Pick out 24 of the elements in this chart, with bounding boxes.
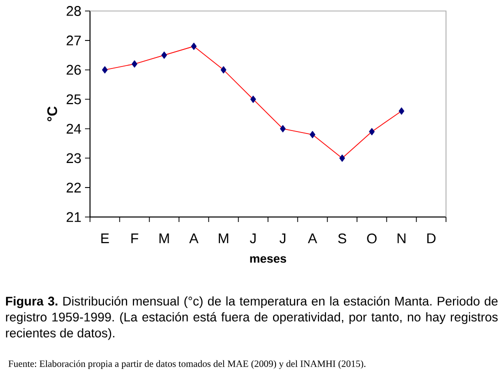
y-tick-label: 22 bbox=[66, 182, 81, 192]
y-tick-label: 21 bbox=[66, 212, 81, 222]
y-tick-label: 23 bbox=[66, 153, 81, 164]
y-axis-title: °C bbox=[47, 106, 58, 122]
y-tick-label: 24 bbox=[66, 124, 82, 134]
y-tick-label: 26 bbox=[66, 64, 81, 75]
x-tick-label: E bbox=[101, 234, 109, 244]
y-tick-label: 28 bbox=[66, 6, 81, 16]
x-tick-label: J bbox=[280, 234, 286, 244]
x-tick-label: F bbox=[131, 234, 138, 244]
x-tick-label: S bbox=[338, 234, 346, 244]
y-tick-label: 27 bbox=[66, 36, 81, 46]
y-tick-label: 25 bbox=[66, 94, 81, 104]
x-tick-label: M bbox=[218, 234, 228, 244]
x-tick-label: J bbox=[250, 234, 256, 244]
x-tick-label: A bbox=[308, 234, 318, 244]
x-tick-label: N bbox=[398, 234, 406, 244]
x-tick-label: A bbox=[189, 234, 198, 244]
source-note: Fuente: Elaboración propia a partir de datos tomados del MAE (2009) y del INAMHI (2015). bbox=[8, 360, 366, 369]
x-tick-label: D bbox=[427, 234, 436, 244]
text: Figura 3. Distribución mensual (°c) de la temperatura en la estación Manta. Periodo de registro 1959-1999. (La estación está fuera de operatividad, por tanto, no hay registros recientes de datos). bbox=[6, 296, 498, 340]
x-tick-label: M bbox=[160, 234, 169, 244]
x-tick-label: O bbox=[367, 234, 377, 244]
x-axis-title: meses bbox=[250, 256, 286, 263]
